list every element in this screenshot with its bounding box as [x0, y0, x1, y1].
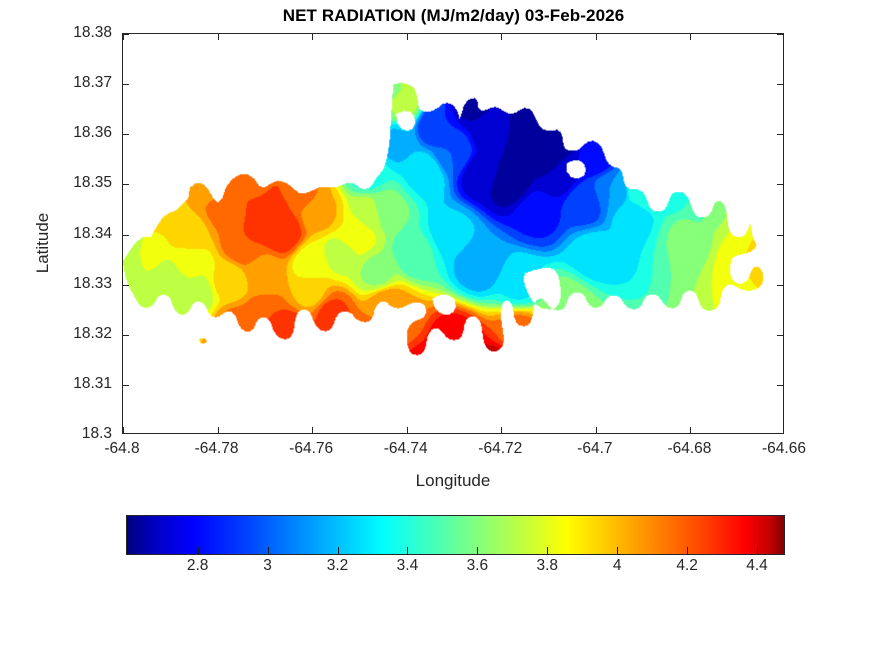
- x-tick-label: -64.76: [289, 440, 334, 457]
- y-tick-label: 18.32: [73, 324, 112, 342]
- colorbar-tick-label: 4.2: [676, 557, 698, 574]
- y-tick-mark: [123, 234, 129, 236]
- y-tick-mark: [777, 334, 783, 336]
- colorbar-tick-mark: [477, 547, 479, 555]
- x-tick-mark: [595, 427, 597, 433]
- colorbar-tick-mark: [407, 547, 409, 555]
- y-tick-mark: [777, 384, 783, 386]
- map-axes[interactable]: [122, 33, 784, 434]
- x-tick-mark: [501, 427, 503, 433]
- y-tick-mark: [123, 34, 129, 35]
- x-tick-mark: [123, 34, 124, 40]
- x-tick-mark: [217, 427, 219, 433]
- y-tick-mark: [777, 84, 783, 86]
- y-tick-mark: [123, 134, 129, 136]
- y-tick-mark: [777, 34, 783, 35]
- colorbar-tick-mark: [267, 547, 269, 555]
- x-tick-mark: [690, 427, 692, 433]
- x-tick-mark: [501, 34, 503, 40]
- colorbar-tick-label: 4: [612, 557, 622, 574]
- y-tick-mark: [123, 184, 129, 186]
- y-tick-label: 18.35: [73, 174, 112, 192]
- net-radiation-contour-map: [123, 34, 783, 433]
- y-tick-mark: [123, 384, 129, 386]
- colorbar-tick-mark: [757, 547, 759, 555]
- colorbar-tick-label: 3.8: [536, 557, 559, 574]
- x-tick-label: -64.8: [104, 440, 140, 457]
- x-tick-label: -64.68: [667, 440, 712, 457]
- x-axis-label: Longitude: [415, 471, 491, 490]
- y-tick-mark: [777, 234, 783, 236]
- x-tick-mark: [123, 427, 124, 433]
- y-tick-mark: [777, 134, 783, 136]
- colorbar-gradient: [126, 515, 785, 555]
- colorbar-tick-label: 3.2: [326, 557, 349, 574]
- x-tick-mark: [217, 34, 219, 40]
- x-tick-mark: [406, 427, 408, 433]
- x-tick-label: -64.72: [478, 440, 523, 457]
- y-tick-mark: [123, 334, 129, 336]
- colorbar-tick-mark: [197, 547, 199, 555]
- y-tick-mark: [123, 284, 129, 286]
- page-title: NET RADIATION (MJ/m2/day) 03-Feb-2026: [282, 6, 625, 25]
- y-tick-mark: [123, 84, 129, 86]
- y-tick-label: 18.33: [73, 274, 112, 292]
- x-tick-mark: [312, 427, 314, 433]
- y-tick-label: 18.38: [73, 24, 112, 41]
- colorbar-tick-label: 3.4: [396, 557, 419, 574]
- x-tick-mark: [312, 34, 314, 40]
- colorbar[interactable]: [126, 515, 785, 555]
- y-axis-label: Latitude: [33, 212, 52, 274]
- colorbar-tick-label: 2.8: [186, 557, 209, 574]
- colorbar-tick-mark: [617, 547, 619, 555]
- x-tick-mark: [690, 34, 692, 40]
- y-tick-mark: [777, 184, 783, 186]
- colorbar-tick-label: 3.6: [466, 557, 489, 574]
- x-tick-label: -64.7: [577, 440, 613, 457]
- x-tick-label: -64.78: [194, 440, 239, 457]
- colorbar-tick-label: 3: [263, 557, 272, 574]
- y-tick-label: 18.36: [73, 124, 112, 142]
- x-tick-label: -64.66: [762, 440, 806, 457]
- y-tick-mark: [777, 284, 783, 286]
- x-tick-mark: [595, 34, 597, 40]
- x-tick-mark: [406, 34, 408, 40]
- y-tick-label: 18.37: [73, 74, 112, 92]
- y-tick-label: 18.3: [81, 425, 112, 442]
- y-tick-label: 18.31: [73, 374, 112, 392]
- y-tick-label: 18.34: [73, 224, 112, 242]
- colorbar-tick-mark: [547, 547, 549, 555]
- colorbar-tick-mark: [687, 547, 689, 555]
- colorbar-tick-mark: [337, 547, 339, 555]
- x-tick-label: -64.74: [383, 440, 428, 457]
- colorbar-tick-label: 4.4: [746, 557, 768, 574]
